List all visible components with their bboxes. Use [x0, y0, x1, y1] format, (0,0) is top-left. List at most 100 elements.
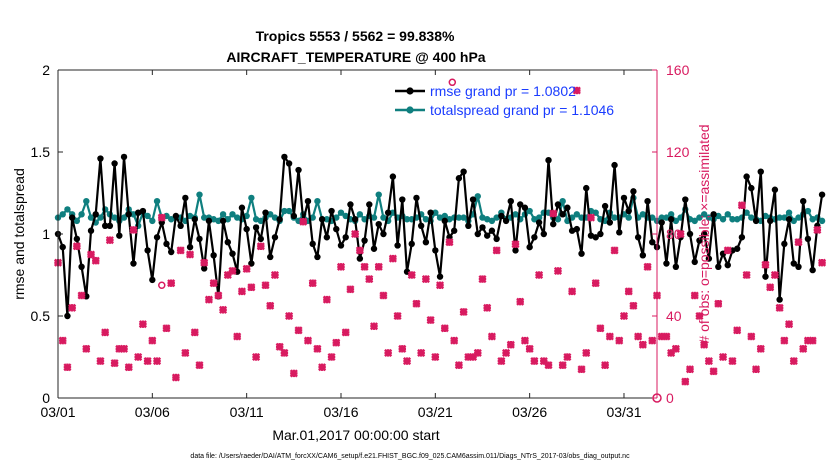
rmse-point	[417, 222, 425, 229]
obs-assimilated-point	[775, 303, 784, 312]
obs-assimilated-point	[445, 238, 454, 247]
x-tick-label: 03/26	[512, 404, 547, 420]
obs-assimilated-point	[615, 336, 624, 345]
rmse-point	[144, 247, 151, 254]
rmse-point	[649, 239, 656, 246]
rmse-point	[436, 273, 444, 280]
obs-assimilated-point	[402, 357, 412, 366]
obs-assimilated-point	[709, 367, 718, 376]
rmse-point	[210, 252, 217, 259]
rmse-point	[399, 196, 406, 203]
chart-title-line2: AIRCRAFT_TEMPERATURE @ 400 hPa	[226, 49, 485, 65]
rmse-point	[545, 157, 552, 164]
obs-assimilated-point	[417, 348, 426, 357]
obs-assimilated-point	[502, 348, 511, 357]
rmse-point	[738, 234, 746, 241]
rmse-point	[748, 184, 755, 192]
rmse-point	[380, 230, 387, 238]
rmse-point	[116, 232, 123, 239]
rmse-point	[507, 198, 514, 205]
rmse-point	[64, 312, 71, 320]
obs-assimilated-point	[662, 332, 671, 341]
spread-point	[804, 207, 812, 215]
rmse-point	[521, 204, 529, 211]
obs-assimilated-point	[459, 307, 468, 316]
rmse-point	[167, 248, 175, 256]
obs-assimilated-point	[785, 320, 794, 329]
rmse-point	[696, 237, 703, 244]
obs-assimilated-point	[549, 209, 558, 218]
spread-point	[776, 214, 783, 221]
spread-point	[309, 214, 316, 221]
rmse-point	[78, 263, 85, 270]
obs-assimilated-point	[596, 324, 605, 333]
rmse-point	[460, 168, 467, 175]
spread-point	[611, 214, 618, 221]
rmse-point	[295, 166, 302, 174]
rmse-point	[243, 225, 250, 233]
obs-assimilated-point	[247, 283, 256, 292]
obs-assimilated-point	[473, 348, 482, 357]
obs-assimilated-point	[718, 352, 728, 362]
obs-assimilated-point	[186, 250, 195, 259]
y-right-tick-label: 120	[666, 144, 690, 160]
rmse-point	[238, 204, 246, 211]
y-right-tick-label: 40	[666, 308, 682, 324]
obs-assimilated-point	[751, 365, 761, 374]
rmse-point	[111, 160, 118, 167]
obs-assimilated-point	[346, 285, 355, 294]
spread-point	[488, 217, 496, 225]
obs-assimilated-point	[72, 242, 81, 251]
y-left-tick-label: 1.5	[31, 144, 51, 160]
y-axis-right-label: # of obs: o=possible; ×=assimilated	[696, 124, 712, 343]
rmse-point	[455, 175, 463, 182]
obs-assimilated-point	[303, 336, 313, 345]
obs-assimilated-point	[176, 246, 185, 255]
rmse-point	[205, 217, 213, 225]
obs-assimilated-point	[200, 258, 209, 267]
rmse-point	[526, 243, 533, 251]
x-tick-label: 03/31	[606, 404, 641, 420]
obs-assimilated-point	[700, 340, 709, 349]
obs-assimilated-point	[86, 250, 96, 259]
spread-point	[724, 211, 731, 218]
obs-assimilated-point	[624, 287, 633, 296]
rmse-point	[757, 168, 764, 175]
obs-assimilated-point	[407, 270, 416, 280]
obs-assimilated-point	[58, 336, 67, 345]
legend: rmse grand pr = 1.0802 totalspread grand…	[395, 83, 614, 118]
obs-assimilated-point	[101, 328, 110, 337]
y-left-tick-label: 2	[42, 62, 50, 78]
rmse-point	[389, 173, 397, 180]
rmse-point	[592, 234, 599, 241]
obs-assimilated-point	[799, 344, 808, 353]
spread-point	[625, 214, 632, 221]
spread-point	[535, 214, 543, 221]
obs-assimilated-point	[105, 236, 114, 245]
obs-assimilated-point	[742, 270, 751, 280]
spread-point	[64, 206, 71, 213]
obs-assimilated-point	[780, 336, 789, 345]
obs-assimilated-point	[511, 240, 520, 249]
rmse-point	[484, 232, 491, 239]
y-right-tick-label: 0	[666, 390, 674, 406]
x-axis-label: Mar.01,2017 00:00:00 start	[272, 427, 439, 443]
x-tick-label: 03/06	[135, 404, 170, 420]
rmse-point	[766, 217, 774, 225]
obs-assimilated-point	[266, 301, 275, 310]
rmse-point	[474, 230, 481, 238]
rmse-point	[366, 201, 373, 208]
spread-point	[432, 209, 439, 216]
obs-assimilated-point	[384, 348, 393, 357]
rmse-point	[790, 260, 797, 267]
obs-assimilated-point	[582, 348, 591, 357]
obs-assimilated-point	[148, 336, 157, 345]
rmse-point	[413, 194, 420, 202]
obs-assimilated-point	[544, 361, 553, 370]
obs-assimilated-point	[619, 311, 629, 321]
spread-point	[512, 211, 519, 218]
rmse-point	[182, 194, 189, 202]
spread-point	[97, 214, 104, 221]
spread-point	[559, 198, 566, 205]
rmse-point	[422, 239, 430, 246]
